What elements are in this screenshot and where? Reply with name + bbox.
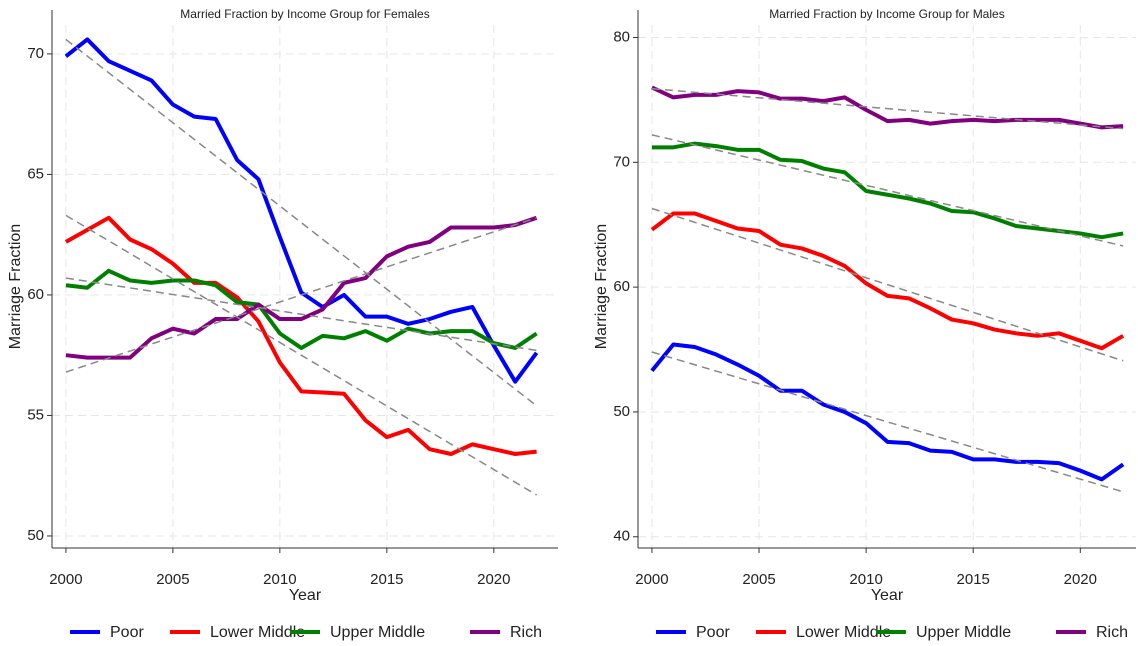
y-axis-label: Marriage Fraction [7,224,24,349]
legend-label: Poor [696,624,730,641]
y-tick-label: 60 [27,286,44,303]
chart-title: Married Fraction by Income Group for Mal… [769,7,1004,21]
y-tick-label: 40 [613,528,630,545]
x-tick-label: 2015 [370,571,403,588]
chart-title: Married Fraction by Income Group for Fem… [180,7,429,21]
x-tick-label: 2020 [1064,571,1097,588]
x-tick-label: 2005 [156,571,189,588]
y-tick-label: 60 [613,278,630,295]
x-tick-label: 2000 [635,571,668,588]
legend-label: Rich [510,624,542,641]
series-line [650,342,1125,482]
series-line [651,85,1124,130]
y-tick-label: 65 [27,165,44,182]
y-tick-label: 70 [613,153,630,170]
x-tick-label: 2010 [849,571,882,588]
x-tick-label: 2005 [742,571,775,588]
x-tick-label: 2020 [477,571,510,588]
series-line [65,268,538,350]
y-tick-label: 80 [613,28,630,45]
series-line [651,141,1124,240]
series-line [64,37,539,384]
trend-line [651,87,1124,130]
series-line [650,211,1125,351]
legend-label: Rich [1096,624,1128,641]
y-tick-label: 70 [27,45,44,62]
trend-line [651,351,1124,493]
legend-label: Upper Middle [916,624,1011,641]
y-axis-label: Marriage Fraction [593,224,610,349]
trend-line [65,277,537,352]
trend-line [651,134,1124,247]
legend-label: Poor [110,624,144,641]
legend-label: Lower Middle [796,624,891,641]
y-tick-label: 55 [27,406,44,423]
x-tick-label: 2010 [263,571,296,588]
trend-line [65,214,537,496]
trend-line [651,207,1124,362]
legend-label: Lower Middle [210,624,305,641]
legend-label: Upper Middle [330,624,425,641]
y-tick-label: 50 [27,527,44,544]
series-line [64,215,537,457]
x-axis-label: Year [871,587,904,604]
trend-line [65,38,538,407]
series-line [65,215,538,360]
x-tick-label: 2015 [957,571,990,588]
x-axis-label: Year [289,587,322,604]
trend-line [65,217,537,373]
y-tick-label: 50 [613,403,630,420]
x-tick-label: 2000 [49,571,82,588]
